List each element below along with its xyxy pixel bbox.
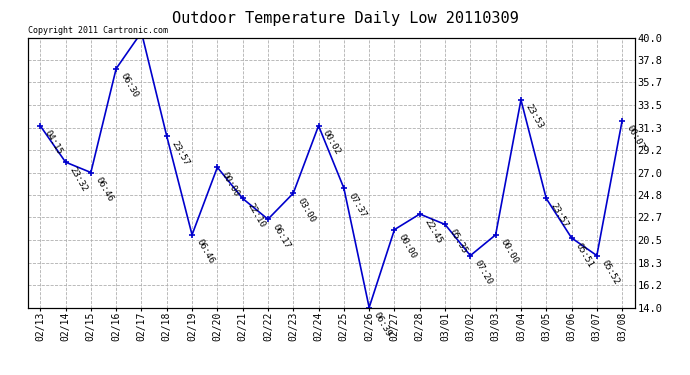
Text: 00:00: 00:00	[397, 233, 418, 261]
Text: 00:02: 00:02	[321, 129, 342, 157]
Text: 23:32: 23:32	[68, 165, 89, 193]
Text: 06:17: 06:17	[270, 222, 292, 250]
Text: Copyright 2011 Cartronic.com: Copyright 2011 Cartronic.com	[28, 26, 168, 35]
Text: 06:39: 06:39	[372, 310, 393, 338]
Text: 07:37: 07:37	[346, 191, 368, 219]
Text: 00:00: 00:00	[498, 238, 520, 266]
Text: 07:20: 07:20	[473, 259, 494, 286]
Text: 22:45: 22:45	[422, 217, 444, 245]
Text: 06:46: 06:46	[195, 238, 216, 266]
Text: 05:35: 05:35	[448, 228, 469, 255]
Text: 23:53: 23:53	[524, 103, 544, 131]
Text: 05:52: 05:52	[600, 259, 620, 286]
Text: 00:00: 00:00	[220, 170, 241, 198]
Text: 05:51: 05:51	[574, 241, 595, 269]
Text: 00:37: 00:37	[0, 374, 1, 375]
Text: 00:07: 00:07	[624, 124, 646, 152]
Text: Outdoor Temperature Daily Low 20110309: Outdoor Temperature Daily Low 20110309	[172, 11, 518, 26]
Text: 06:46: 06:46	[93, 176, 115, 203]
Text: 03:00: 03:00	[296, 196, 317, 224]
Text: 06:30: 06:30	[119, 72, 140, 99]
Text: 23:57: 23:57	[549, 202, 570, 229]
Text: 23:57: 23:57	[169, 139, 190, 167]
Text: 22:10: 22:10	[245, 202, 266, 229]
Text: 04:15: 04:15	[43, 129, 64, 157]
